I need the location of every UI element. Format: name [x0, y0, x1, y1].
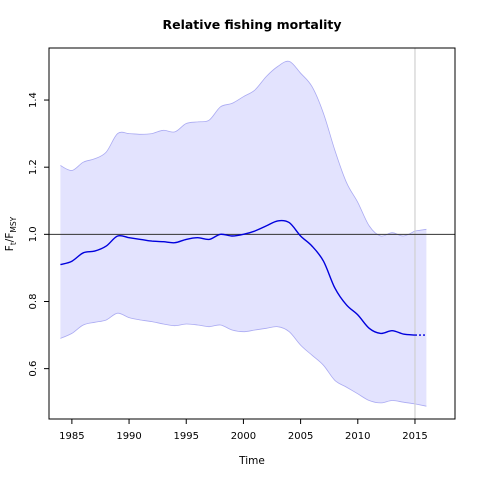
chart-title: Relative fishing mortality [162, 17, 341, 32]
y-axis: 0.6 0.8 1.0 1.2 1.4 [28, 92, 49, 377]
y-label-sep: /F [4, 233, 16, 243]
plot-frame [48, 47, 456, 420]
x-tick-label: 1995 [174, 431, 199, 442]
x-tick-label: 2005 [288, 431, 313, 442]
y-label-sub2: MSY [9, 216, 18, 232]
x-axis-label: Time [238, 455, 265, 467]
y-tick-label: 1.0 [28, 226, 39, 242]
x-tick-label: 1985 [59, 431, 84, 442]
y-tick-label: 0.6 [28, 361, 39, 377]
y-label-base: F [4, 245, 16, 251]
estimate-line [60, 219, 416, 336]
y-axis-label: Ft/FMSY [4, 216, 18, 251]
confidence-band-estimate [60, 61, 416, 404]
x-axis: 1985 1990 1995 2000 2005 2010 2015 [59, 419, 428, 442]
confidence-band-prediction [415, 229, 427, 407]
confidence-band-layer [60, 60, 427, 407]
lower-bound-line-prediction [414, 403, 427, 407]
upper-bound-line-estimate [60, 60, 416, 237]
y-tick-label: 1.4 [28, 92, 39, 108]
y-tick-label: 0.8 [28, 294, 39, 310]
x-tick-label: 2010 [345, 431, 370, 442]
estimate-line-layer [49, 48, 455, 419]
y-label-sub1: t [9, 242, 18, 245]
x-tick-label: 2015 [402, 431, 427, 442]
x-tick-label: 1990 [116, 431, 141, 442]
lower-bound-line-estimate [60, 312, 416, 405]
x-tick-label: 2000 [231, 431, 256, 442]
upper-bound-line-prediction [414, 228, 427, 232]
y-tick-label: 1.2 [28, 159, 39, 175]
